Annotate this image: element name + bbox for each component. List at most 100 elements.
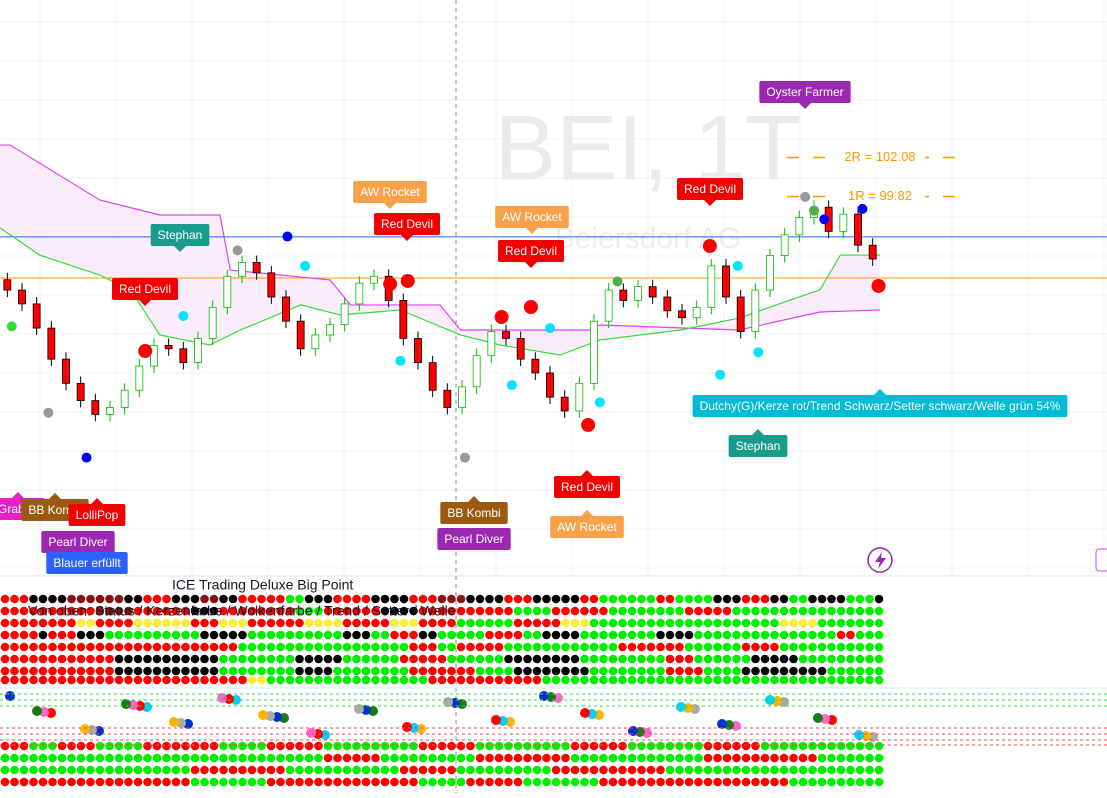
- state-dot: [665, 777, 675, 787]
- state-dot: [418, 777, 428, 787]
- state-dot: [143, 642, 152, 652]
- state-dot: [808, 777, 817, 787]
- state-dot: [770, 618, 779, 628]
- state-dot: [238, 765, 247, 775]
- state-dot: [390, 753, 399, 763]
- state-dot: [114, 666, 124, 676]
- state-dot: [770, 753, 779, 763]
- state-dot: [456, 777, 466, 787]
- signal-dot: [753, 347, 764, 358]
- state-dot: [304, 675, 314, 685]
- state-dot: [684, 594, 694, 604]
- state-dot: [789, 753, 798, 763]
- state-dot: [504, 618, 513, 628]
- state-dot: [703, 753, 713, 763]
- state-dot: [276, 777, 285, 787]
- state-dot: [684, 630, 694, 640]
- state-dot: [143, 666, 152, 676]
- state-dot: [741, 594, 751, 604]
- state-dot: [86, 594, 95, 604]
- event-dot: [491, 715, 501, 725]
- state-dot: [409, 765, 418, 775]
- state-dot: [694, 642, 703, 652]
- signal-dot: [857, 203, 868, 214]
- signal-label-text: Red Devil: [505, 244, 557, 258]
- state-dot: [827, 606, 836, 616]
- state-dot: [542, 666, 551, 676]
- state-dot: [390, 630, 399, 640]
- state-dot: [399, 630, 409, 640]
- state-dot: [675, 642, 684, 652]
- state-dot: [162, 642, 171, 652]
- signal-label: LolliPop: [68, 498, 126, 526]
- candle-body: [3, 279, 12, 291]
- signal-dot: [809, 205, 819, 216]
- state-dot: [29, 741, 38, 751]
- state-dot: [152, 741, 162, 751]
- state-dot: [836, 642, 846, 652]
- state-dot: [171, 666, 181, 676]
- state-dot: [323, 618, 333, 628]
- state-dot: [817, 753, 827, 763]
- state-dot: [846, 741, 855, 751]
- state-dot: [855, 666, 865, 676]
- state-dot: [48, 642, 57, 652]
- state-dot: [105, 654, 114, 664]
- state-dot: [333, 741, 342, 751]
- state-dot: [447, 594, 456, 604]
- state-dot: [209, 765, 219, 775]
- signal-label-box: [553, 476, 621, 498]
- state-dot: [380, 765, 390, 775]
- side-button[interactable]: [1095, 548, 1107, 572]
- state-dot: [342, 642, 352, 652]
- signal-label-text: Stephan: [736, 439, 781, 453]
- state-dot: [827, 642, 836, 652]
- state-dot: [580, 618, 589, 628]
- state-dot: [836, 618, 846, 628]
- state-dot: [770, 741, 779, 751]
- state-dot: [551, 654, 561, 664]
- state-dot: [295, 666, 304, 676]
- state-dot: [276, 594, 285, 604]
- candle-body: [326, 324, 334, 336]
- state-dot: [19, 765, 29, 775]
- state-dot: [475, 777, 485, 787]
- state-dot: [779, 606, 789, 616]
- state-dot: [504, 753, 513, 763]
- state-dot: [418, 630, 428, 640]
- signal-label: Red Devil: [111, 278, 179, 306]
- state-dot: [76, 618, 86, 628]
- state-dot: [779, 675, 789, 685]
- state-dot: [114, 642, 124, 652]
- state-dot: [855, 642, 865, 652]
- state-dot: [67, 594, 76, 604]
- state-dot: [684, 618, 694, 628]
- state-dot: [580, 630, 589, 640]
- state-dot: [846, 765, 855, 775]
- state-dot: [523, 654, 532, 664]
- state-dot: [371, 606, 380, 616]
- state-dot: [846, 630, 855, 640]
- candle-body: [238, 262, 246, 277]
- state-dot: [238, 606, 247, 616]
- signal-label-text: Pearl Diver: [48, 535, 107, 549]
- state-dot: [722, 630, 732, 640]
- state-dot: [874, 777, 884, 787]
- state-dot: [656, 594, 665, 604]
- state-dot: [513, 630, 523, 640]
- state-dot: [48, 606, 57, 616]
- state-dot: [646, 606, 656, 616]
- state-dot: [266, 654, 276, 664]
- state-dot: [466, 666, 475, 676]
- state-dot: [86, 777, 95, 787]
- state-dot: [76, 777, 86, 787]
- state-dot: [637, 594, 646, 604]
- signal-pointer: [874, 389, 886, 395]
- signal-label-box: [373, 213, 441, 235]
- state-dot: [827, 777, 836, 787]
- state-dot: [447, 606, 456, 616]
- state-dot: [865, 777, 874, 787]
- state-dot: [352, 618, 361, 628]
- state-dot: [855, 606, 865, 616]
- signal-label: Pearl Diver: [41, 531, 115, 553]
